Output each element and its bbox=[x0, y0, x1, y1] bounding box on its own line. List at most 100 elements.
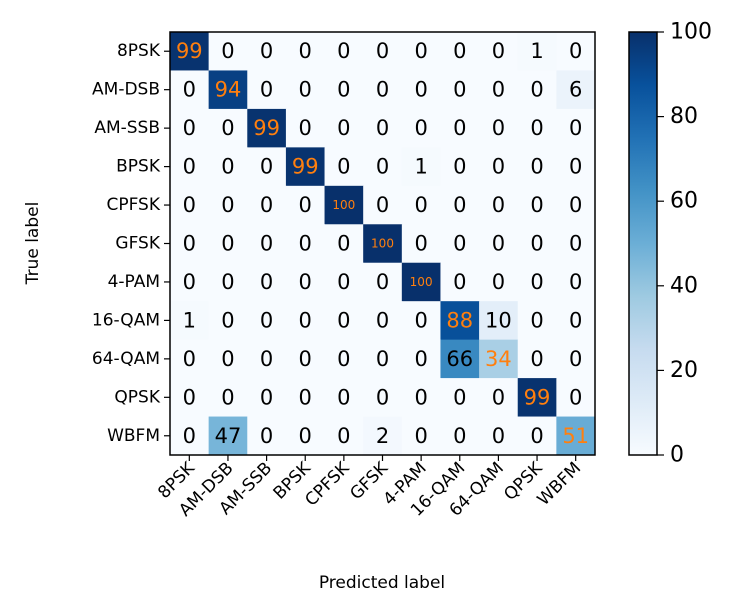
cell-value-label: 51 bbox=[562, 424, 589, 448]
heatmap-cell bbox=[517, 339, 557, 379]
heatmap-cells bbox=[170, 32, 596, 456]
cell-value-label: 0 bbox=[530, 116, 543, 140]
colorbar-tick-label: 100 bbox=[670, 20, 712, 45]
cell-value-label: 0 bbox=[530, 308, 543, 332]
heatmap-cell bbox=[440, 339, 480, 379]
heatmap-cell bbox=[208, 378, 248, 417]
heatmap-cell bbox=[170, 262, 210, 302]
heatmap-cell bbox=[208, 108, 248, 148]
heatmap-cell bbox=[247, 108, 287, 148]
heatmap-cell bbox=[247, 185, 287, 225]
heatmap-cell bbox=[170, 70, 210, 110]
cell-value-label: 0 bbox=[337, 424, 350, 448]
cell-value-label: 0 bbox=[299, 116, 312, 140]
cell-value-label: 0 bbox=[183, 424, 196, 448]
heatmap-cell bbox=[556, 185, 596, 225]
heatmap-cell bbox=[363, 185, 403, 225]
heatmap-cell bbox=[247, 262, 287, 302]
heatmap-cell bbox=[170, 416, 210, 456]
cell-value-label: 99 bbox=[524, 385, 551, 409]
heatmap-cell bbox=[363, 147, 403, 187]
cell-value-label: 0 bbox=[569, 155, 582, 179]
heatmap-cell bbox=[517, 108, 557, 148]
cell-value-label: 0 bbox=[453, 270, 466, 294]
heatmap-cell bbox=[479, 301, 519, 341]
cell-value-label: 0 bbox=[337, 155, 350, 179]
cell-value-label: 0 bbox=[492, 39, 505, 63]
heatmap-cell bbox=[401, 262, 441, 302]
y-axis-ticks: 8PSK AM-DSB AM-SSB BPSK CPFSK GFSK 4-PAM 16-QAM… bbox=[92, 41, 170, 446]
heatmap-cell bbox=[401, 70, 441, 110]
heatmap-cell bbox=[324, 339, 364, 379]
cell-value-label: 0 bbox=[453, 385, 466, 409]
cell-value-label: 0 bbox=[569, 270, 582, 294]
cell-value-label: 0 bbox=[530, 193, 543, 217]
cell-value-label: 0 bbox=[414, 39, 427, 63]
heatmap-cell bbox=[440, 147, 480, 187]
heatmap-cell bbox=[556, 108, 596, 148]
cell-value-label: 0 bbox=[492, 116, 505, 140]
cell-value-label: 0 bbox=[492, 424, 505, 448]
cell-value-label: 0 bbox=[337, 308, 350, 332]
cell-value-label: 0 bbox=[299, 232, 312, 256]
heatmap-cell bbox=[401, 416, 441, 456]
heatmap-cell bbox=[285, 147, 325, 187]
cell-value-label: 99 bbox=[253, 116, 280, 140]
cell-value-label: 88 bbox=[446, 308, 473, 332]
colorbar-tick-label: 60 bbox=[670, 189, 698, 214]
heatmap-cell bbox=[363, 262, 403, 302]
cell-value-label: 0 bbox=[453, 232, 466, 256]
heatmap-cell bbox=[479, 339, 519, 379]
cell-value-label: 94 bbox=[215, 78, 242, 102]
heatmap-cell bbox=[208, 301, 248, 341]
heatmap-cell bbox=[170, 339, 210, 379]
heatmap-cell bbox=[324, 301, 364, 341]
y-tick-label: CPFSK bbox=[106, 195, 160, 215]
heatmap-cell bbox=[440, 378, 480, 417]
heatmap-cell bbox=[401, 147, 441, 187]
heatmap-cell bbox=[517, 416, 557, 456]
heatmap-cell bbox=[208, 339, 248, 379]
heatmap-cell bbox=[556, 262, 596, 302]
heatmap-cell bbox=[479, 108, 519, 148]
cell-value-label: 1 bbox=[183, 308, 196, 332]
cell-value-label: 0 bbox=[260, 385, 273, 409]
cell-value-label: 2 bbox=[376, 424, 389, 448]
cell-value-label: 0 bbox=[183, 347, 196, 371]
heatmap-cell bbox=[170, 147, 210, 187]
cell-value-label: 6 bbox=[569, 78, 582, 102]
heatmap-cell bbox=[517, 301, 557, 341]
heatmap-cell bbox=[170, 301, 210, 341]
heatmap-cell bbox=[170, 224, 210, 264]
heatmap-cell bbox=[247, 147, 287, 187]
cell-value-label: 0 bbox=[183, 155, 196, 179]
y-tick-label: QPSK bbox=[114, 387, 160, 407]
cell-value-label: 0 bbox=[376, 270, 389, 294]
cell-value-label: 0 bbox=[569, 347, 582, 371]
cell-value-label: 0 bbox=[530, 347, 543, 371]
cell-value-label: 0 bbox=[183, 385, 196, 409]
cell-value-label: 0 bbox=[414, 116, 427, 140]
heatmap-cell bbox=[363, 301, 403, 341]
cell-value-label: 0 bbox=[453, 155, 466, 179]
cell-value-label: 0 bbox=[569, 193, 582, 217]
heatmap-cell bbox=[247, 416, 287, 456]
x-axis-ticks: 8PSKAM-DSBAM-SSBBPSKCPFSKGFSK4-PAM16-QAM… bbox=[154, 455, 585, 521]
cell-value-label: 0 bbox=[260, 193, 273, 217]
heatmap-cell bbox=[170, 32, 210, 71]
cell-value-label: 0 bbox=[183, 116, 196, 140]
heatmap-cell bbox=[479, 32, 519, 71]
cell-value-label: 0 bbox=[569, 232, 582, 256]
heatmap-cell bbox=[517, 378, 557, 417]
cell-value-label: 0 bbox=[221, 385, 234, 409]
heatmap-cell bbox=[170, 185, 210, 225]
cell-value-label: 0 bbox=[260, 270, 273, 294]
heatmap-cell bbox=[479, 70, 519, 110]
cell-value-label: 0 bbox=[414, 193, 427, 217]
colorbar-tick-label: 80 bbox=[670, 104, 698, 129]
heatmap-cell bbox=[170, 108, 210, 148]
heatmap-cell bbox=[208, 147, 248, 187]
cell-value-label: 0 bbox=[299, 78, 312, 102]
heatmap-cell bbox=[517, 262, 557, 302]
y-tick-label: 8PSK bbox=[117, 41, 161, 61]
